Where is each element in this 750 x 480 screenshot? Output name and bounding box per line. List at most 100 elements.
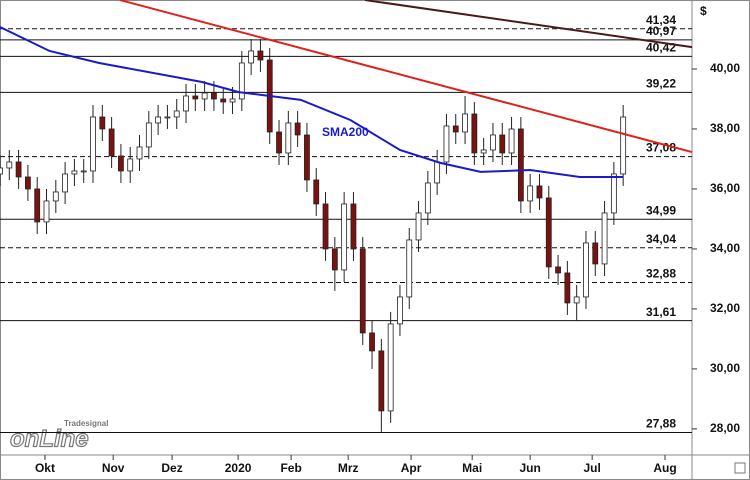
y-tick-label: 34,00	[710, 241, 740, 255]
level-label: 41,34	[646, 13, 676, 27]
candle-body	[536, 185, 543, 199]
candle-body	[527, 185, 534, 202]
level-label: 32,88	[646, 267, 676, 281]
candle-body	[62, 173, 69, 193]
x-tick-label: Apr	[401, 461, 422, 475]
y-tick-label: 32,00	[710, 301, 740, 315]
level-label: 40,97	[646, 24, 676, 38]
candle-body	[415, 212, 422, 241]
candle-body	[462, 113, 468, 133]
candle-body	[601, 212, 608, 265]
candle-body	[397, 296, 403, 325]
candle-body	[555, 266, 561, 274]
candle-body	[480, 149, 487, 154]
candle-body	[620, 116, 627, 175]
candle-body	[313, 179, 320, 205]
candle-body	[387, 323, 394, 412]
sma-label: SMA200	[322, 125, 369, 139]
x-tick-label: Jun	[519, 461, 540, 475]
candle-body	[52, 191, 59, 202]
logo-text: onLine	[10, 425, 89, 452]
x-tick-label: Feb	[280, 461, 301, 475]
x-tick-label: Okt	[35, 461, 55, 475]
candle-body	[257, 50, 264, 61]
candle-body	[71, 170, 78, 175]
candle-body	[350, 203, 357, 250]
y-tick-label: 30,00	[710, 361, 740, 375]
candle-body	[127, 158, 134, 172]
candle-body	[583, 242, 589, 298]
candle-body	[164, 116, 171, 119]
candle-body	[220, 98, 227, 103]
candle-body	[34, 188, 41, 223]
x-tick-label: Dez	[161, 461, 182, 475]
trend-line	[364, 0, 693, 49]
level-label: 37,08	[646, 141, 676, 155]
candle-body	[145, 122, 152, 148]
candle-body	[136, 146, 143, 160]
candle-body	[108, 128, 115, 157]
candle-body	[610, 173, 617, 214]
candle-body	[229, 98, 236, 103]
candle-body	[118, 155, 124, 172]
candle-body	[99, 116, 106, 130]
candle-body	[378, 350, 385, 412]
candle-body	[508, 128, 515, 154]
candle-body	[434, 161, 441, 184]
candle-body	[452, 125, 459, 133]
candle-body	[25, 176, 31, 190]
y-axis-label: $	[700, 4, 707, 18]
candle-body	[155, 116, 162, 124]
candle-body	[369, 332, 375, 352]
x-tick-label: Aug	[653, 461, 676, 475]
candle-body	[331, 248, 338, 271]
candle-body	[359, 248, 366, 334]
trend-line	[119, 0, 693, 154]
candle-body	[424, 182, 431, 214]
x-tick-label: 2020	[225, 461, 252, 475]
candle-body	[517, 128, 524, 202]
candle-body	[43, 200, 50, 223]
x-tick-label: Mrz	[338, 461, 359, 475]
candle-body	[248, 50, 255, 64]
candle-body	[322, 203, 329, 250]
candle-body	[573, 296, 580, 304]
candle-body	[304, 134, 310, 181]
x-tick-label: Mai	[462, 461, 482, 475]
candle-body	[471, 113, 478, 154]
candle-body	[443, 125, 450, 163]
candle-body	[201, 92, 208, 100]
candle-body	[6, 161, 13, 169]
candle-body	[499, 134, 506, 154]
level-label: 31,61	[646, 305, 676, 319]
x-tick-label: Nov	[102, 461, 125, 475]
x-tick-label: Jul	[583, 461, 600, 475]
candle-body	[192, 95, 199, 100]
candle-body	[592, 242, 599, 265]
sma-line	[0, 26, 624, 178]
candle-body	[211, 92, 217, 100]
candle-body	[90, 116, 96, 172]
y-tick-label: 36,00	[710, 181, 740, 195]
candle-body	[15, 161, 22, 178]
candle-body	[276, 131, 282, 154]
candle-body	[238, 62, 245, 100]
y-tick-label: 28,00	[710, 421, 740, 435]
candle-body	[490, 134, 496, 151]
candle-body	[406, 239, 413, 298]
candle-body	[285, 122, 292, 154]
y-tick-label: 38,00	[710, 121, 740, 135]
level-label: 39,22	[646, 77, 676, 91]
candle-body	[545, 197, 552, 268]
candle-body	[341, 203, 348, 271]
level-label: 27,88	[646, 417, 676, 431]
candle-body	[0, 167, 3, 175]
logo-brand: Tradesignal	[64, 419, 108, 428]
level-label: 34,99	[646, 203, 676, 217]
candle-body	[294, 122, 301, 136]
corner-icon	[734, 462, 746, 474]
candle-body	[80, 170, 87, 173]
candle-body	[173, 110, 180, 118]
